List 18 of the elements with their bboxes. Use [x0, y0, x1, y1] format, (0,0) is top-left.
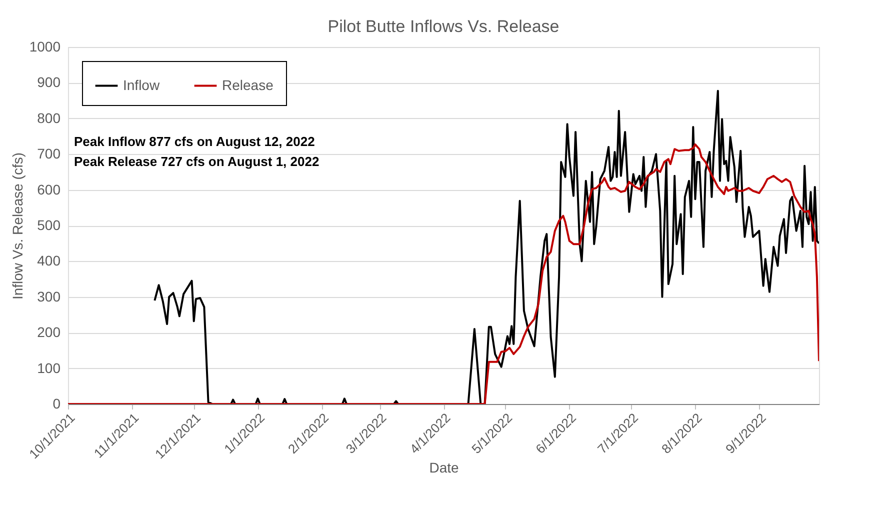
y-tick-label: 600: [37, 181, 61, 198]
legend-label: Inflow: [123, 76, 160, 93]
annotation: Peak Release 727 cfs on August 1, 2022: [74, 154, 320, 169]
y-tick-label: 700: [37, 146, 61, 162]
y-axis-title: Inflow Vs. Release (cfs): [9, 152, 26, 300]
x-axis-title: Date: [429, 460, 459, 476]
y-tick-label: 300: [37, 288, 61, 304]
chart-title: Pilot Butte Inflows Vs. Release: [328, 17, 560, 36]
y-tick-label: 1000: [29, 38, 61, 54]
y-tick-label: 200: [37, 324, 61, 340]
y-tick-label: 0: [52, 396, 61, 412]
annotation: Peak Inflow 877 cfs on August 12, 2022: [74, 134, 315, 149]
y-tick-label: 100: [37, 360, 61, 376]
y-tick-label: 500: [37, 217, 61, 233]
y-tick-label: 400: [37, 252, 61, 269]
legend-label: Release: [222, 76, 274, 93]
y-tick-label: 900: [37, 74, 61, 90]
y-tick-label: 800: [37, 110, 61, 126]
